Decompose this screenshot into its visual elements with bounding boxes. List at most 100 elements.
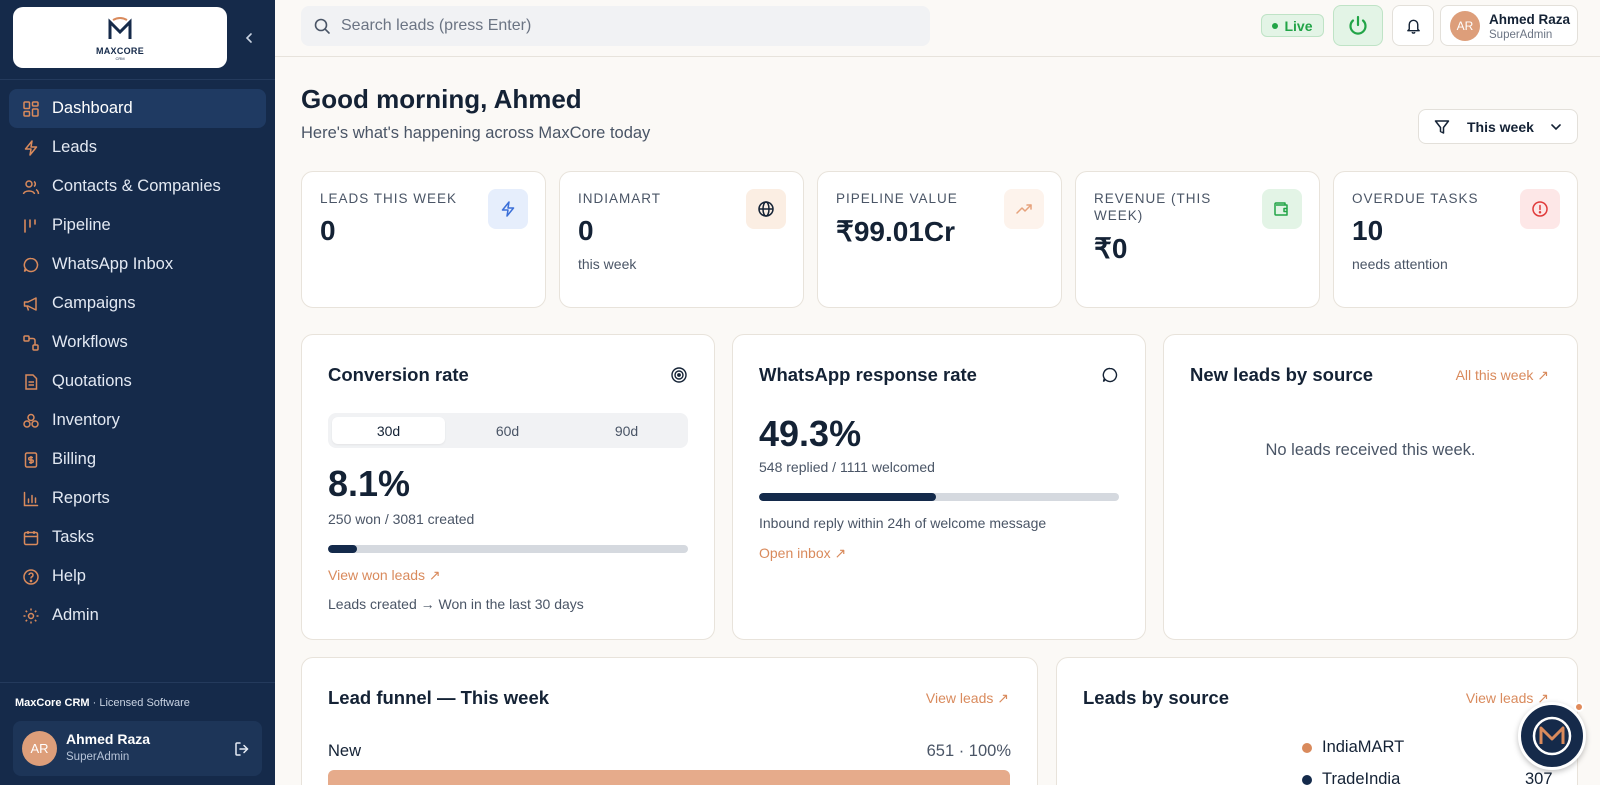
sidebar-item-contacts[interactable]: Contacts & Companies	[9, 167, 266, 206]
source-dot-icon	[1302, 742, 1312, 753]
page-subtitle: Here's what's happening across MaxCore t…	[301, 124, 651, 142]
user-name: Ahmed Raza	[66, 731, 151, 747]
view-won-leads-link[interactable]: View won leads ↗	[328, 567, 441, 583]
stat-value: 10	[1352, 215, 1384, 246]
sidebar-item-admin[interactable]: Admin	[9, 596, 266, 635]
whatsapp-response-card: WhatsApp response rate 49.3% 548 replied…	[732, 334, 1146, 640]
sidebar-item-label: Workflows	[52, 333, 128, 351]
sidebar-item-label: Admin	[52, 606, 99, 624]
header-user-menu[interactable]: AR Ahmed Raza SuperAdmin	[1440, 5, 1578, 46]
date-range-label: This week	[1467, 118, 1534, 135]
conversion-rate-card: Conversion rate 30d 60d 90d 8.1% 250 won…	[301, 334, 715, 640]
stat-value: 0	[578, 215, 594, 246]
live-dot-icon	[1272, 22, 1279, 29]
source-name: TradeIndia	[1322, 770, 1401, 785]
collapse-sidebar-button[interactable]	[240, 29, 258, 47]
search-input[interactable]	[341, 17, 901, 35]
avatar[interactable]: AR	[22, 731, 57, 766]
progress-fill	[328, 545, 358, 553]
stat-card-indiamart[interactable]: INDIAMART 0 this week	[559, 171, 804, 308]
stat-card-overdue-tasks[interactable]: OVERDUE TASKS 10 needs attention	[1333, 171, 1578, 308]
stat-label: LEADS THIS WEEK	[320, 191, 458, 206]
license-text: Licensed Software	[99, 697, 190, 709]
sidebar-item-label: Tasks	[52, 528, 95, 546]
sidebar-divider	[0, 682, 275, 683]
document-icon	[25, 373, 38, 390]
users-icon	[22, 179, 40, 194]
search-bar[interactable]	[301, 6, 930, 46]
sidebar-item-label: Reports	[52, 489, 110, 507]
card-title: New leads by source	[1190, 364, 1374, 385]
funnel-stage-bar[interactable]	[328, 770, 1010, 785]
target-icon	[671, 367, 687, 383]
power-button[interactable]	[1333, 5, 1383, 46]
conversion-rate-value: 8.1%	[328, 463, 411, 504]
sidebar-item-label: Leads	[52, 138, 97, 156]
trending-up-icon	[1016, 204, 1032, 214]
sidebar-item-tasks[interactable]: Tasks	[9, 518, 266, 557]
all-this-week-link[interactable]: All this week ↗	[1455, 367, 1549, 383]
sidebar-item-campaigns[interactable]: Campaigns	[9, 284, 266, 323]
tab-90d[interactable]: 90d	[614, 422, 639, 439]
sidebar-user-card: AR Ahmed Raza SuperAdmin	[13, 721, 262, 776]
live-label: Live	[1284, 17, 1313, 34]
sidebar-item-pipeline[interactable]: Pipeline	[9, 206, 266, 245]
card-title: Conversion rate	[328, 364, 469, 385]
sidebar-item-workflows[interactable]: Workflows	[9, 323, 266, 362]
license-separator: ·	[92, 697, 97, 709]
logo[interactable]: MAXCORE CRM	[13, 7, 227, 68]
user-role: SuperAdmin	[66, 751, 130, 763]
stat-icon-box	[746, 189, 786, 229]
wallet-icon	[1274, 202, 1288, 216]
view-leads-link[interactable]: View leads ↗	[1465, 690, 1549, 706]
logo-text: MAXCORE	[95, 45, 145, 56]
open-inbox-link[interactable]: Open inbox ↗	[759, 545, 847, 561]
stat-card-pipeline-value[interactable]: PIPELINE VALUE ₹99.01Cr	[817, 171, 1062, 308]
date-range-select[interactable]: This week	[1418, 109, 1578, 144]
sidebar-item-inventory[interactable]: Inventory	[9, 401, 266, 440]
logout-icon[interactable]	[233, 740, 251, 758]
stat-icon-box	[1520, 189, 1560, 229]
stat-card-leads-this-week[interactable]: LEADS THIS WEEK 0	[301, 171, 546, 308]
assistant-fab-button[interactable]	[1518, 702, 1586, 770]
source-dot-icon	[1302, 774, 1312, 785]
boxes-icon	[23, 413, 39, 428]
tab-60d[interactable]: 60d	[495, 422, 520, 439]
sidebar-item-label: Billing	[52, 450, 97, 468]
sidebar-item-quotations[interactable]: Quotations	[9, 362, 266, 401]
stat-label: INDIAMART	[578, 191, 662, 206]
sidebar-item-whatsapp-inbox[interactable]: WhatsApp Inbox	[9, 245, 266, 284]
conversion-progress-bar	[328, 545, 688, 553]
stat-icon-box	[1262, 189, 1302, 229]
notifications-button[interactable]	[1392, 5, 1434, 46]
sidebar-item-help[interactable]: Help	[9, 557, 266, 596]
license-info: MaxCore CRM · Licensed Software	[15, 697, 190, 709]
tab-30d[interactable]: 30d	[332, 417, 445, 444]
sidebar-item-label: Quotations	[52, 372, 132, 390]
conversion-note: Leads created → Won in the last 30 days	[328, 596, 584, 612]
sidebar-item-label: Dashboard	[52, 99, 133, 117]
avatar: AR	[1450, 11, 1480, 41]
sidebar-item-label: Campaigns	[52, 294, 136, 312]
source-name: IndiaMART	[1322, 738, 1405, 756]
stat-icon-box	[1004, 189, 1044, 229]
source-item: TradeIndia	[1302, 770, 1400, 785]
live-status-badge: Live	[1261, 14, 1324, 37]
stat-value: 0	[320, 215, 336, 246]
sidebar-item-label: Pipeline	[52, 216, 111, 234]
sidebar-item-reports[interactable]: Reports	[9, 479, 266, 518]
stat-card-revenue[interactable]: REVENUE (THIS WEEK) ₹0	[1075, 171, 1320, 308]
whatsapp-note: Inbound reply within 24h of welcome mess…	[759, 515, 1047, 531]
calendar-icon	[23, 530, 39, 545]
page-title: Good morning, Ahmed	[301, 84, 582, 114]
stat-subtext: this week	[578, 256, 637, 272]
view-leads-link[interactable]: View leads ↗	[925, 690, 1009, 706]
sidebar-item-dashboard[interactable]: Dashboard	[9, 89, 266, 128]
sidebar-item-leads[interactable]: Leads	[9, 128, 266, 167]
sidebar-item-label: Inventory	[52, 411, 120, 429]
top-header: Live AR Ahmed Raza SuperAdmin	[275, 0, 1600, 57]
sidebar-item-billing[interactable]: Billing	[9, 440, 266, 479]
bar-chart-icon	[23, 491, 39, 506]
user-role: SuperAdmin	[1489, 29, 1553, 41]
chevron-down-icon	[1551, 124, 1561, 131]
